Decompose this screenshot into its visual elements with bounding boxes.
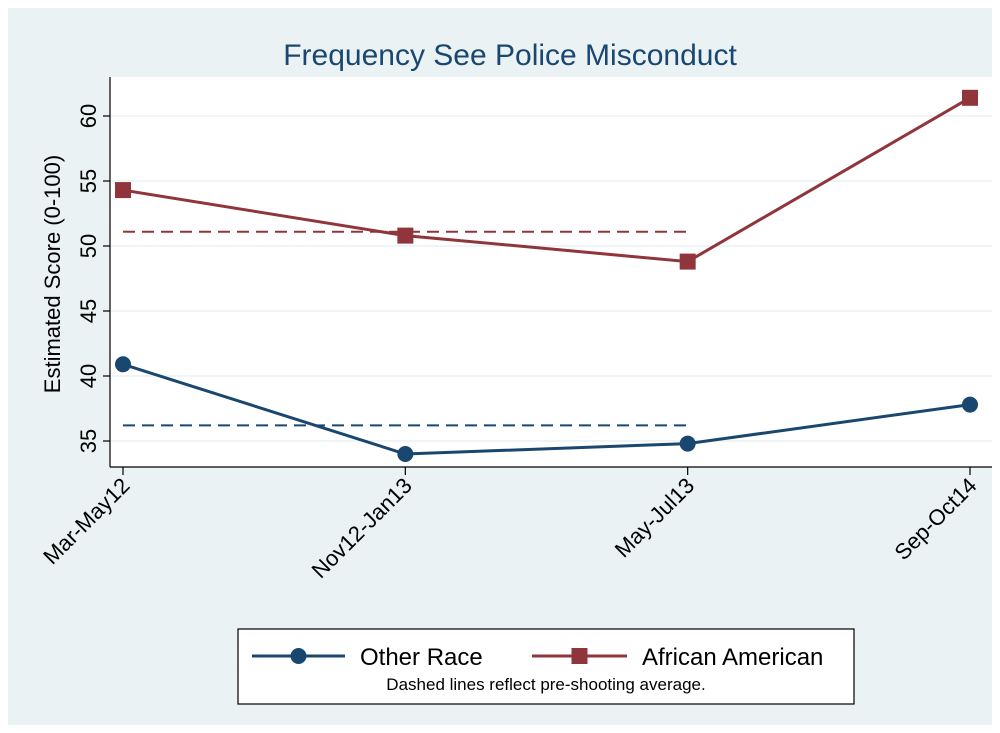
data-point: [679, 435, 696, 452]
legend-label: African American: [642, 644, 823, 671]
legend-box: [237, 628, 855, 705]
y-tick-label: 40: [76, 364, 101, 388]
y-tick-label: 45: [76, 299, 101, 323]
data-point: [397, 446, 414, 462]
legend-label: Other Race: [360, 644, 483, 671]
chart-title: Frequency See Police Misconduct: [283, 39, 737, 72]
gridlines: [110, 115, 992, 442]
data-point: [962, 396, 978, 413]
y-tick-label: 55: [76, 169, 101, 193]
legend-note: Dashed lines reflect pre-shooting averag…: [386, 675, 705, 694]
legend: Other Race African American Dashed lines …: [237, 628, 855, 705]
legend-marker: [571, 648, 588, 664]
y-axis-label: Estimated Score (0-100): [40, 155, 65, 393]
y-tick-label: 35: [76, 429, 101, 453]
series-line: [122, 362, 971, 456]
legend-items: Other Race African American: [252, 644, 823, 671]
series-line: [122, 96, 971, 264]
data-point: [679, 253, 696, 270]
y-axis-ticks: 35 40 45 50 55 60: [76, 104, 110, 453]
series-group: [115, 89, 978, 462]
y-tick-label: 50: [76, 234, 101, 258]
axes: [109, 77, 992, 468]
data-point: [115, 182, 131, 199]
data-point: [962, 89, 978, 106]
y-tick-label: 60: [76, 104, 101, 128]
data-point: [115, 356, 131, 373]
data-point: [397, 227, 414, 244]
legend-marker: [290, 648, 307, 664]
plot-area: [110, 77, 992, 467]
